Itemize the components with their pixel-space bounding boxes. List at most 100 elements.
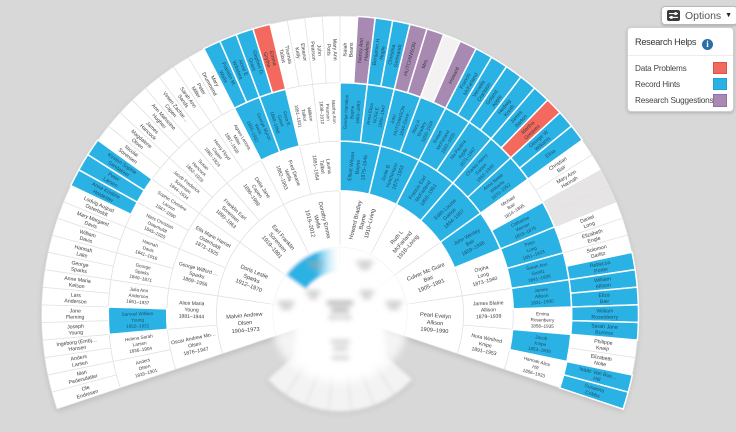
svg-text:1861–1937: 1861–1937 xyxy=(126,299,150,306)
svg-text:Hill: Hill xyxy=(592,376,600,384)
svg-text:1909–1990: 1909–1990 xyxy=(420,327,448,335)
svg-text:1875–1946: 1875–1946 xyxy=(360,155,369,181)
svg-text:1879–1939: 1879–1939 xyxy=(476,314,502,321)
svg-text:Nogle: Nogle xyxy=(379,46,387,60)
svg-text:Mary: Mary xyxy=(209,75,220,88)
svg-text:Elizabeth: Elizabeth xyxy=(590,353,612,363)
svg-text:Elliott Wilson: Elliott Wilson xyxy=(347,151,356,181)
svg-text:Mari: Mari xyxy=(76,370,87,378)
svg-text:Allison: Allison xyxy=(481,307,496,313)
svg-text:Anderson: Anderson xyxy=(64,298,87,305)
svg-text:Talbot: Talbot xyxy=(277,49,286,64)
svg-text:1891–1953: 1891–1953 xyxy=(471,346,497,357)
svg-text:Sarah Jane: Sarah Jane xyxy=(591,323,618,330)
svg-text:Susanna: Susanna xyxy=(583,383,604,395)
svg-text:George Hamilton: George Hamilton xyxy=(342,94,349,129)
svg-text:1866–1947: 1866–1947 xyxy=(377,104,386,128)
svg-text:1838–1912: 1838–1912 xyxy=(319,101,325,125)
svg-text:Sparks: Sparks xyxy=(188,271,205,281)
svg-text:Larsen: Larsen xyxy=(72,360,89,369)
svg-text:Miller: Miller xyxy=(232,134,242,146)
svg-text:1876–1947: 1876–1947 xyxy=(183,346,209,357)
svg-text:Larsen: Larsen xyxy=(132,340,147,347)
svg-text:William: William xyxy=(596,308,613,314)
svg-text:Peter: Peter xyxy=(524,239,536,247)
svg-text:Lars: Lars xyxy=(71,292,82,299)
svg-text:Davis: Davis xyxy=(79,236,94,246)
svg-text:1853–1936: 1853–1936 xyxy=(528,346,552,354)
svg-text:Benjamin H: Benjamin H xyxy=(372,38,382,66)
svg-text:Rosenberry: Rosenberry xyxy=(530,317,555,323)
svg-text:Sarah Ann: Sarah Ann xyxy=(526,262,548,271)
svg-text:Hannah: Hannah xyxy=(142,239,159,249)
svg-text:Bair: Bair xyxy=(465,238,476,248)
svg-text:1852–1931: 1852–1931 xyxy=(126,323,150,329)
svg-text:Bayne: Bayne xyxy=(359,213,369,230)
svg-text:Christina: Christina xyxy=(387,44,397,65)
svg-text:Potts: Potts xyxy=(325,44,331,56)
svg-text:Apple: Apple xyxy=(457,147,468,160)
svg-text:Wells: Wells xyxy=(217,70,228,84)
svg-text:Emina: Emina xyxy=(536,311,550,316)
svg-text:Young: Young xyxy=(68,330,83,337)
svg-text:Grythe: Grythe xyxy=(262,52,272,69)
svg-text:1858–1935: 1858–1935 xyxy=(531,323,555,329)
svg-text:Davis: Davis xyxy=(83,220,98,230)
svg-text:Pearson: Pearson xyxy=(309,41,317,61)
svg-text:1836–1904: 1836–1904 xyxy=(129,346,153,354)
svg-text:Alice Maria: Alice Maria xyxy=(179,300,205,307)
svg-text:Hawkins: Hawkins xyxy=(364,41,372,61)
svg-text:Elisa: Elisa xyxy=(544,148,557,160)
svg-text:Nolte: Nolte xyxy=(594,360,607,368)
svg-text:Jacob: Jacob xyxy=(535,334,548,341)
svg-text:Anna Eliza: Anna Eliza xyxy=(365,102,374,125)
svg-text:Julia Ann: Julia Ann xyxy=(129,287,148,294)
svg-text:Marthe Ann: Marthe Ann xyxy=(331,100,337,124)
svg-text:1860–1958: 1860–1958 xyxy=(269,111,281,135)
svg-text:Porter: Porter xyxy=(594,267,609,275)
svg-text:George: George xyxy=(71,260,89,269)
svg-text:Rebecca: Rebecca xyxy=(589,260,610,270)
svg-text:Miller: Miller xyxy=(190,86,202,100)
svg-text:Olsen: Olsen xyxy=(188,341,202,350)
svg-text:1856–1933: 1856–1933 xyxy=(522,368,546,379)
svg-text:Long: Long xyxy=(583,221,596,231)
svg-text:Rosenberry: Rosenberry xyxy=(591,315,618,321)
svg-text:Bayne: Bayne xyxy=(349,105,355,119)
svg-text:Grant: Grant xyxy=(247,58,257,73)
svg-text:Joseph: Joseph xyxy=(67,324,84,331)
svg-text:George: George xyxy=(135,262,151,270)
svg-text:Anders: Anders xyxy=(70,354,88,363)
svg-text:Gerbrandt: Gerbrandt xyxy=(393,43,404,68)
svg-text:Junie B: Junie B xyxy=(380,164,392,183)
svg-text:Pearson: Pearson xyxy=(325,104,331,122)
svg-text:Jane: Jane xyxy=(70,308,81,314)
svg-text:Olsen: Olsen xyxy=(138,363,151,371)
svg-text:Ingeborg (Embj…: Ingeborg (Embj… xyxy=(56,337,97,348)
svg-text:Helena Sarah: Helena Sarah xyxy=(125,333,154,342)
svg-text:Flora E.: Flora E. xyxy=(282,111,291,128)
svg-text:Young: Young xyxy=(131,317,144,322)
svg-text:Hansen: Hansen xyxy=(68,345,87,353)
svg-text:Davis: Davis xyxy=(142,245,155,254)
svg-text:Pearl Evelyn: Pearl Evelyn xyxy=(420,312,452,321)
svg-text:Ole: Ole xyxy=(81,385,91,393)
svg-text:Anders: Anders xyxy=(135,357,151,366)
svg-text:Mary Ann: Mary Ann xyxy=(331,39,338,61)
svg-text:Cribbs: Cribbs xyxy=(584,390,600,400)
svg-text:James Blaine: James Blaine xyxy=(473,300,504,307)
svg-text:Fleming: Fleming xyxy=(66,315,85,321)
svg-text:1881–1944: 1881–1944 xyxy=(179,314,205,321)
svg-text:Kelly: Kelly xyxy=(293,47,301,59)
svg-text:Bradley: Bradley xyxy=(416,120,427,137)
svg-text:Mrs.: Mrs. xyxy=(421,58,430,69)
svg-text:Robert: Robert xyxy=(432,129,444,144)
svg-text:Wells: Wells xyxy=(254,123,263,136)
svg-text:Orpha: Orpha xyxy=(474,265,489,275)
svg-text:1840–1871: 1840–1871 xyxy=(129,273,153,283)
svg-text:Larsen: Larsen xyxy=(162,200,177,212)
svg-text:Nancy Ann: Nancy Ann xyxy=(357,38,365,64)
svg-text:Allison: Allison xyxy=(535,293,549,299)
svg-text:Worner: Worner xyxy=(515,221,531,232)
svg-text:Hannah: Hannah xyxy=(74,244,93,254)
